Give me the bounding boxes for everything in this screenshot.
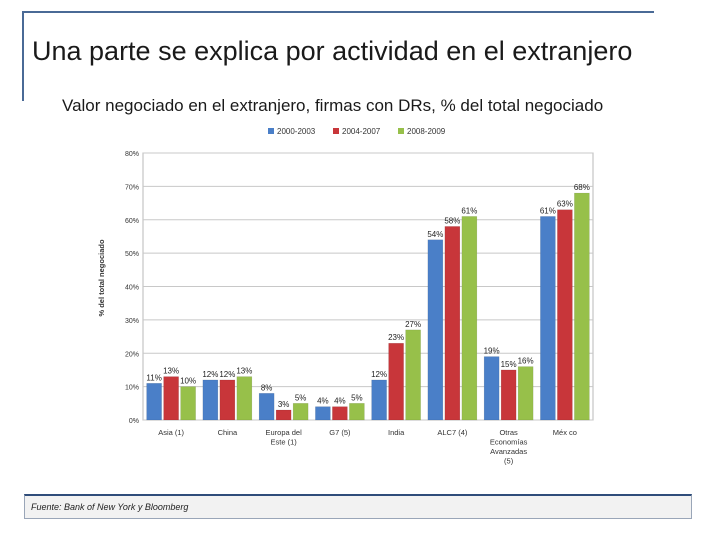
y-tick-label: 40% xyxy=(125,285,139,292)
bar xyxy=(483,356,500,421)
data-label: 23% xyxy=(388,333,404,342)
bar xyxy=(461,216,478,421)
source-note: Fuente: Bank of New York y Bloomberg xyxy=(31,502,189,512)
bar xyxy=(388,342,404,421)
data-label: 19% xyxy=(484,347,500,356)
bar xyxy=(275,409,292,421)
y-tick-label: 30% xyxy=(125,318,139,325)
x-tick-label: Otras xyxy=(499,428,518,437)
bar xyxy=(500,369,517,421)
bar xyxy=(427,239,444,421)
legend-label: 2008-2009 xyxy=(407,127,446,136)
y-tick-label: 10% xyxy=(125,385,139,392)
title-frame-left xyxy=(22,11,24,101)
data-label: 5% xyxy=(295,393,307,402)
bar xyxy=(574,192,590,421)
data-label: 8% xyxy=(261,383,273,392)
bar xyxy=(540,216,556,421)
y-axis-label: % del total negociado xyxy=(97,239,106,317)
bar xyxy=(315,406,331,421)
y-tick-label: 60% xyxy=(125,218,139,225)
data-label: 61% xyxy=(540,206,556,215)
chart-subtitle: Valor negociado en el extranjero, firmas… xyxy=(62,96,604,115)
source-box: Fuente: Bank of New York y Bloomberg xyxy=(24,494,692,519)
x-tick-label: (5) xyxy=(504,457,514,466)
slide-title: Una parte se explica por actividad en el… xyxy=(32,36,633,66)
y-tick-label: 70% xyxy=(125,184,139,191)
bar xyxy=(371,379,387,421)
y-tick-label: 50% xyxy=(125,251,139,258)
bar xyxy=(517,366,534,421)
y-tick-label: 0% xyxy=(129,418,139,425)
y-tick-label: 80% xyxy=(125,151,139,158)
bar xyxy=(349,403,365,421)
data-label: 4% xyxy=(334,397,346,406)
data-label: 4% xyxy=(317,397,329,406)
x-tick-label: Asia (1) xyxy=(158,428,184,437)
y-tick-label: 20% xyxy=(125,351,139,358)
data-label: 11% xyxy=(146,373,161,382)
x-tick-label: G7 (5) xyxy=(329,428,351,437)
data-label: 12% xyxy=(371,370,387,379)
data-label: 16% xyxy=(518,357,534,366)
data-label: 12% xyxy=(219,370,235,379)
bar xyxy=(557,209,573,421)
data-label: 27% xyxy=(405,320,421,329)
legend-label: 2000-2003 xyxy=(277,127,316,136)
legend-swatch xyxy=(398,128,404,134)
data-label: 61% xyxy=(461,206,477,215)
bar xyxy=(405,329,421,421)
data-label: 58% xyxy=(444,216,460,225)
bar xyxy=(444,226,461,421)
bar xyxy=(180,386,196,421)
x-tick-label: India xyxy=(388,428,405,437)
x-tick-label: ALC7 (4) xyxy=(437,428,468,437)
x-tick-label: Europa del xyxy=(265,428,302,437)
bar xyxy=(146,383,162,421)
data-label: 12% xyxy=(202,370,218,379)
bar-chart: 0% 10% 20% 30% 40% 50% 60% 70% 80% % del total ne… xyxy=(97,127,594,466)
bar xyxy=(202,379,219,421)
data-label: 13% xyxy=(236,367,252,376)
data-label: 68% xyxy=(574,183,590,192)
bar xyxy=(219,379,236,421)
bar xyxy=(236,376,253,421)
legend-swatch xyxy=(333,128,339,134)
legend-label: 2004-2007 xyxy=(342,127,381,136)
x-tick-label: China xyxy=(218,428,238,437)
data-label: 54% xyxy=(427,230,443,239)
bar xyxy=(258,393,275,421)
x-tick-label: Economías xyxy=(490,438,528,447)
data-label: 15% xyxy=(501,360,517,369)
x-tick-label: Méx co xyxy=(553,428,577,437)
data-label: 10% xyxy=(180,377,196,386)
x-tick-label: Avanzadas xyxy=(490,447,527,456)
data-label: 63% xyxy=(557,200,573,209)
data-label: 13% xyxy=(163,367,179,376)
x-tick-label: Este (1) xyxy=(270,438,297,447)
data-label: 3% xyxy=(278,400,290,409)
title-frame-top xyxy=(22,11,654,13)
legend-swatch xyxy=(268,128,274,134)
bar xyxy=(332,406,348,421)
bar xyxy=(163,376,179,421)
data-label: 5% xyxy=(351,393,363,402)
bar xyxy=(292,403,309,421)
